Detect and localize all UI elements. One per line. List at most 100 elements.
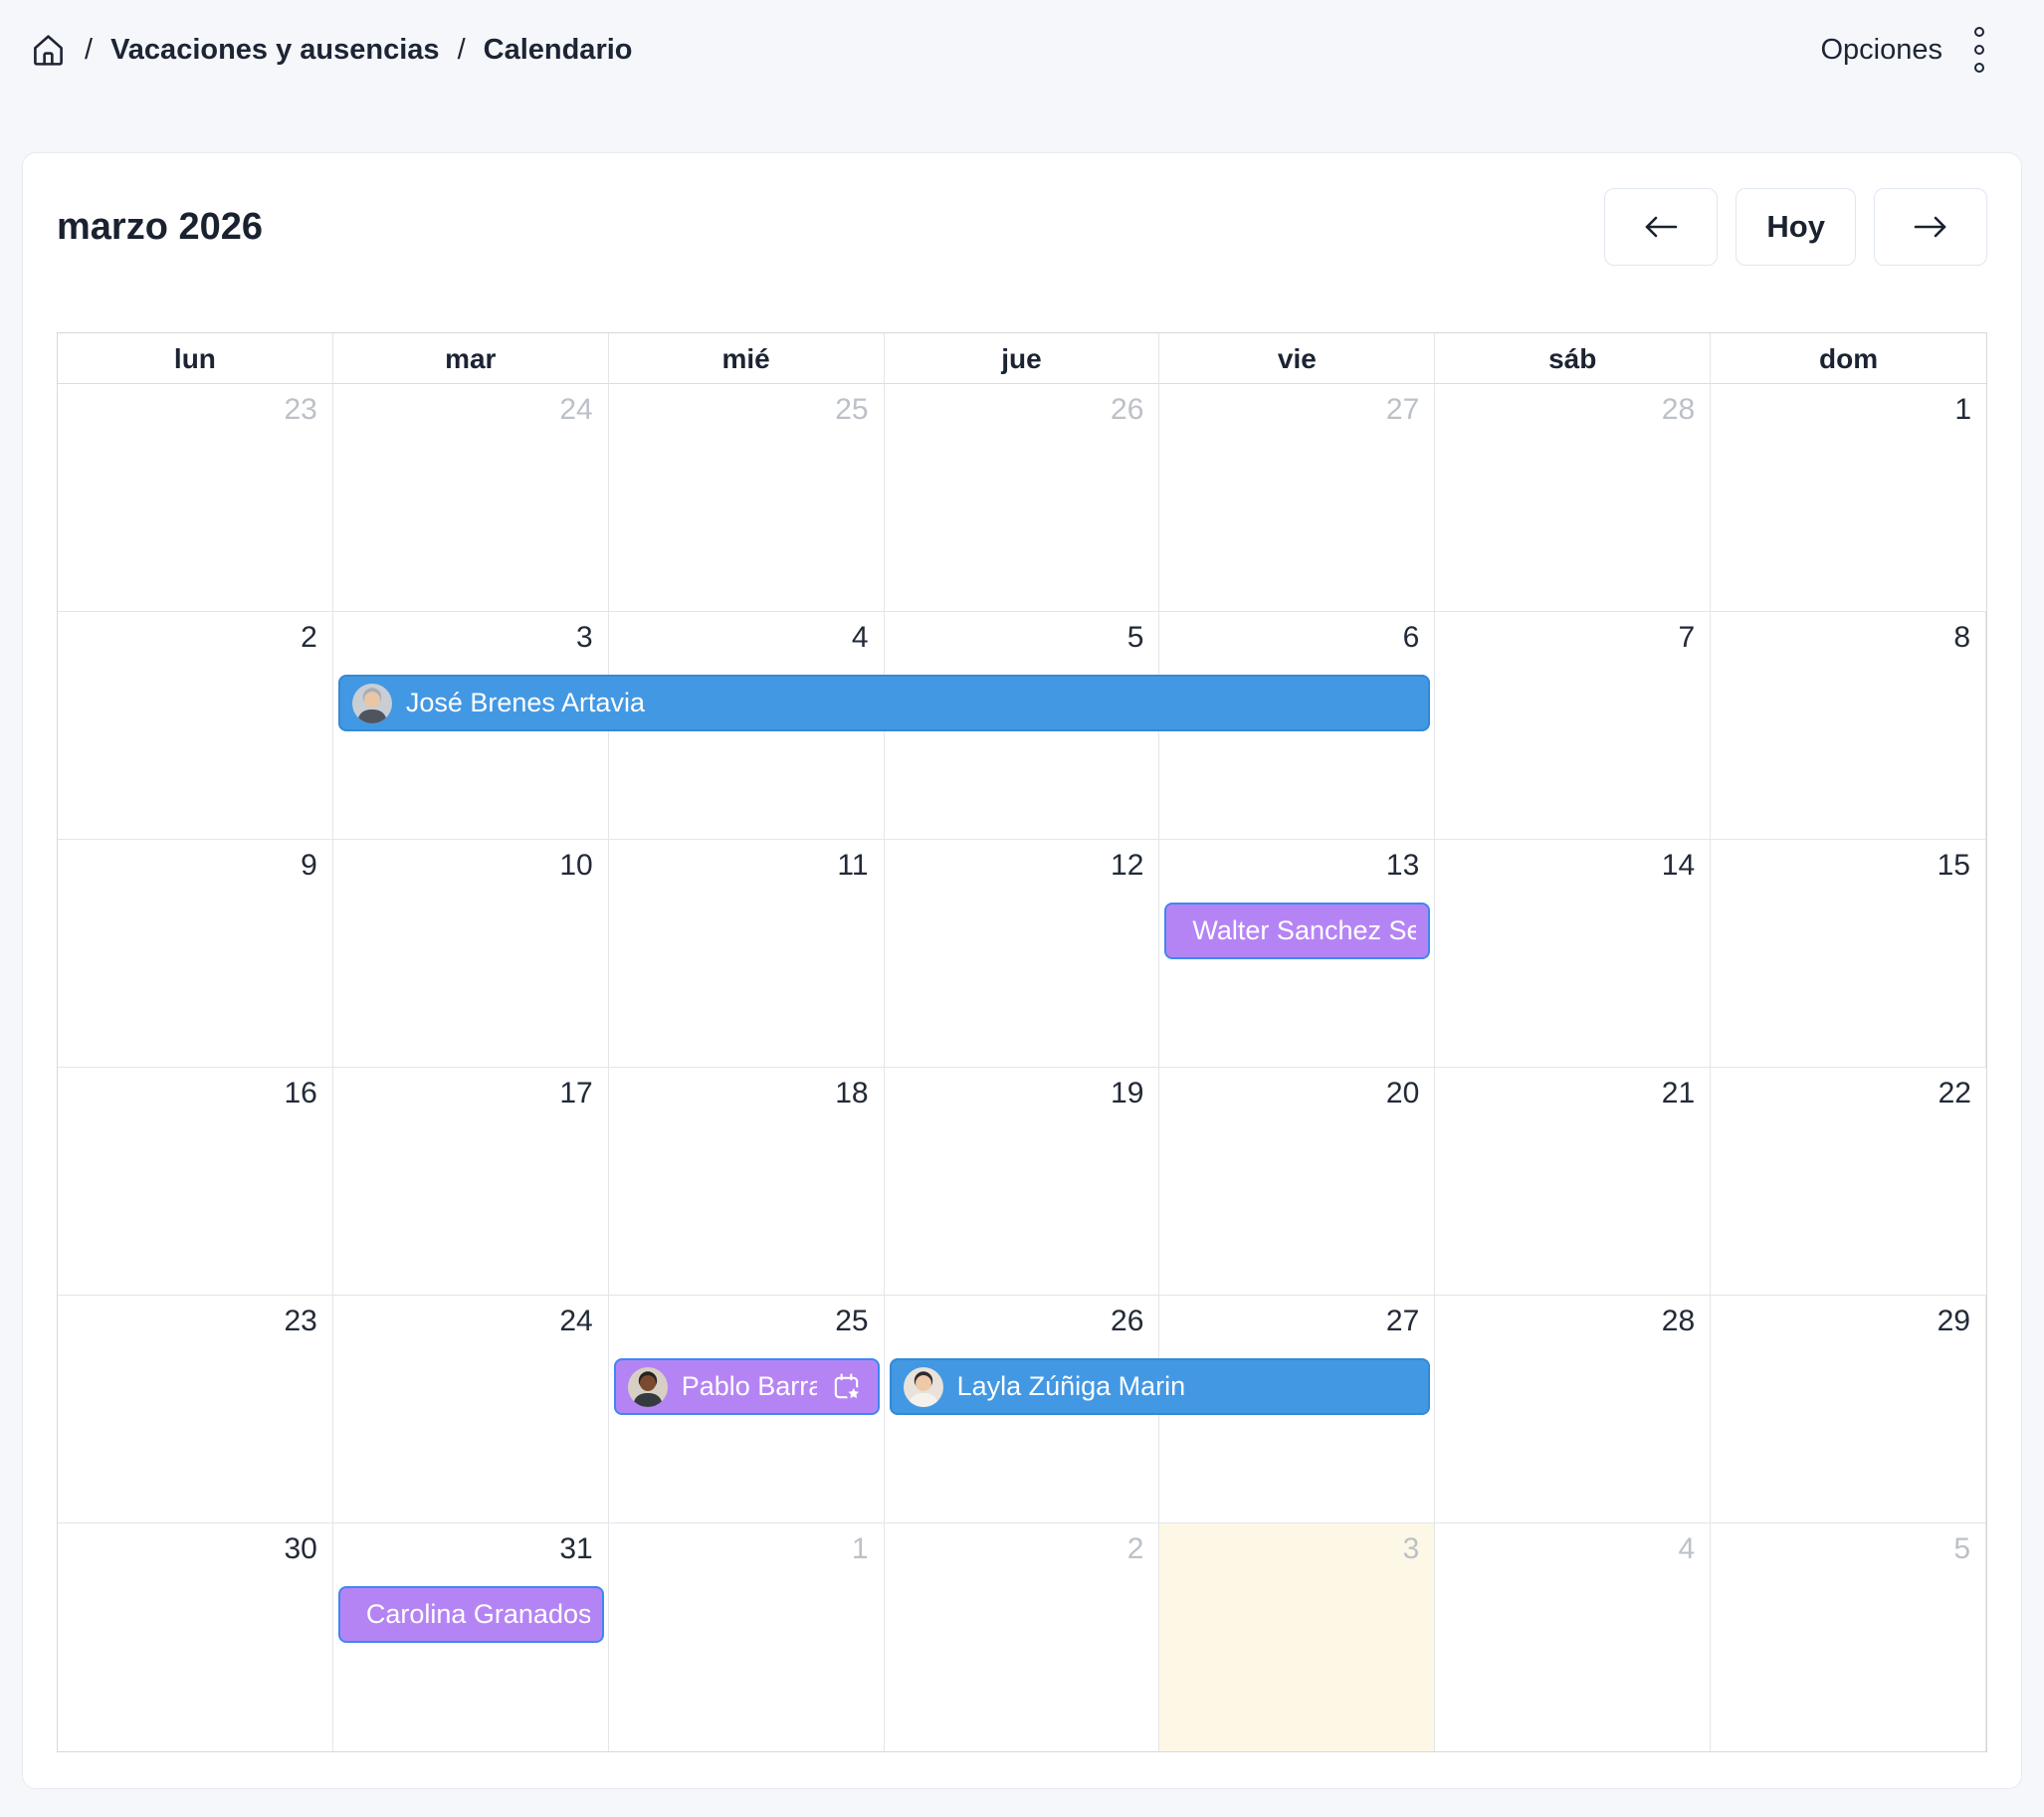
- day-number: 14: [1661, 849, 1696, 882]
- calendar-toolbar: marzo 2026 Hoy: [57, 187, 1987, 267]
- day-cell[interactable]: 25: [608, 1296, 885, 1523]
- day-cell[interactable]: 27: [1159, 384, 1436, 612]
- kebab-dot: [1974, 45, 1984, 55]
- day-number: 3: [1402, 1532, 1420, 1565]
- weekday-header-mie: mié: [608, 333, 885, 384]
- day-number: 8: [1953, 621, 1970, 654]
- weekday-header-lun: lun: [58, 333, 333, 384]
- day-cell[interactable]: 5: [1711, 1523, 1986, 1751]
- day-number: 11: [837, 849, 869, 882]
- kebab-vertical-icon[interactable]: [1970, 23, 1988, 77]
- prev-month-button[interactable]: [1604, 188, 1719, 266]
- event-bar[interactable]: Walter Sanchez Segur: [1164, 903, 1431, 959]
- day-number: 16: [284, 1077, 317, 1110]
- week-row: 2 3 4 5 6 7 8 José Brenes Artavia: [58, 612, 1986, 840]
- event-person-name: Layla Zúñiga Marin: [956, 1371, 1186, 1401]
- day-cell[interactable]: 18: [608, 1068, 885, 1296]
- day-number: 18: [835, 1077, 869, 1110]
- day-number: 25: [835, 393, 869, 426]
- day-number: 30: [284, 1532, 317, 1565]
- breadcrumb-item-calendario: Calendario: [483, 33, 633, 66]
- breadcrumb: / Vacaciones y ausencias / Calendario Op…: [0, 0, 2044, 100]
- day-number: 27: [1385, 1305, 1420, 1337]
- weekday-header-row: lun mar mié jue vie sáb dom: [58, 333, 1986, 384]
- day-number: 7: [1678, 621, 1696, 654]
- arrow-left-icon: [1643, 214, 1679, 240]
- day-cell[interactable]: 12: [884, 840, 1160, 1068]
- day-number: 24: [559, 393, 593, 426]
- calendar-star-icon: [831, 1371, 862, 1402]
- month-title: marzo 2026: [57, 205, 264, 248]
- day-cell[interactable]: 14: [1435, 840, 1712, 1068]
- day-cell[interactable]: 23: [58, 384, 333, 612]
- day-number: 5: [1953, 1532, 1970, 1565]
- day-cell[interactable]: 25: [608, 384, 885, 612]
- kebab-dot: [1974, 63, 1984, 73]
- day-cell[interactable]: 11: [608, 840, 885, 1068]
- event-person-name: Carolina Granados Cas: [365, 1599, 590, 1629]
- event-bar[interactable]: Carolina Granados Cas: [337, 1586, 604, 1643]
- day-cell[interactable]: 7: [1435, 612, 1712, 840]
- home-icon[interactable]: [30, 32, 67, 69]
- event-bar[interactable]: José Brenes Artavia: [337, 675, 1431, 731]
- day-cell[interactable]: 1: [609, 1523, 885, 1751]
- weekday-header-sab: sáb: [1435, 333, 1712, 384]
- day-cell[interactable]: 9: [58, 840, 333, 1068]
- weekday-header-mar: mar: [332, 333, 609, 384]
- breadcrumb-item-vacaciones[interactable]: Vacaciones y ausencias: [110, 33, 440, 66]
- next-month-button[interactable]: [1874, 188, 1987, 266]
- day-cell[interactable]: 2: [58, 612, 333, 840]
- day-number: 28: [1661, 393, 1696, 426]
- arrow-right-icon: [1913, 214, 1948, 240]
- day-cell[interactable]: 28: [1435, 384, 1712, 612]
- day-number: 4: [1678, 1532, 1696, 1565]
- day-cell[interactable]: 27: [1159, 1296, 1436, 1523]
- day-cell[interactable]: 20: [1159, 1068, 1436, 1296]
- day-cell[interactable]: 8: [1711, 612, 1986, 840]
- week-row: 30 31 1 2 3 4 5 Carolina Granados Cas: [58, 1523, 1986, 1751]
- day-cell[interactable]: 22: [1711, 1068, 1986, 1296]
- day-cell[interactable]: 16: [58, 1068, 333, 1296]
- day-cell[interactable]: 23: [58, 1296, 333, 1523]
- day-cell[interactable]: 26: [884, 384, 1160, 612]
- day-number: 27: [1385, 393, 1420, 426]
- day-cell[interactable]: 30: [58, 1523, 333, 1751]
- day-cell[interactable]: 28: [1435, 1296, 1712, 1523]
- day-number: 28: [1661, 1305, 1696, 1337]
- day-number: 20: [1385, 1077, 1420, 1110]
- event-bar[interactable]: Pablo Barrantes: [613, 1358, 880, 1415]
- day-number: 1: [851, 1532, 869, 1565]
- day-cell[interactable]: 21: [1435, 1068, 1712, 1296]
- day-cell[interactable]: 31: [333, 1523, 609, 1751]
- day-number: 23: [284, 393, 317, 426]
- day-number: 22: [1938, 1077, 1971, 1110]
- day-cell[interactable]: 2: [885, 1523, 1160, 1751]
- day-cell[interactable]: 19: [884, 1068, 1160, 1296]
- day-cell[interactable]: 15: [1711, 840, 1986, 1068]
- event-person-name: José Brenes Artavia: [405, 688, 645, 717]
- day-number: 24: [559, 1305, 593, 1337]
- day-number: 2: [1126, 1532, 1144, 1565]
- calendar-card: marzo 2026 Hoy: [22, 152, 2022, 1789]
- day-cell[interactable]: 24: [332, 1296, 609, 1523]
- day-number: 2: [301, 621, 317, 654]
- day-cell[interactable]: 6: [1159, 612, 1436, 840]
- event-person-name: Pablo Barrantes: [681, 1371, 817, 1401]
- day-cell[interactable]: 24: [332, 384, 609, 612]
- options-button[interactable]: Opciones: [1820, 33, 1942, 66]
- day-cell[interactable]: 13: [1159, 840, 1436, 1068]
- day-cell-today[interactable]: 3: [1159, 1523, 1436, 1751]
- event-bar[interactable]: Layla Zúñiga Marin: [889, 1358, 1431, 1415]
- weekday-header-vie: vie: [1159, 333, 1436, 384]
- week-row: 23 24 25 26 27 28 1: [58, 384, 1986, 612]
- today-button[interactable]: Hoy: [1736, 188, 1856, 266]
- day-cell[interactable]: 1: [1711, 384, 1986, 612]
- day-cell[interactable]: 4: [1435, 1523, 1712, 1751]
- day-number: 1: [1954, 393, 1971, 426]
- day-cell[interactable]: 10: [332, 840, 609, 1068]
- top-actions: Opciones: [1820, 23, 1988, 77]
- day-number: 17: [559, 1077, 593, 1110]
- day-cell[interactable]: 17: [332, 1068, 609, 1296]
- day-cell[interactable]: 29: [1711, 1296, 1986, 1523]
- person-avatar: [627, 1366, 668, 1407]
